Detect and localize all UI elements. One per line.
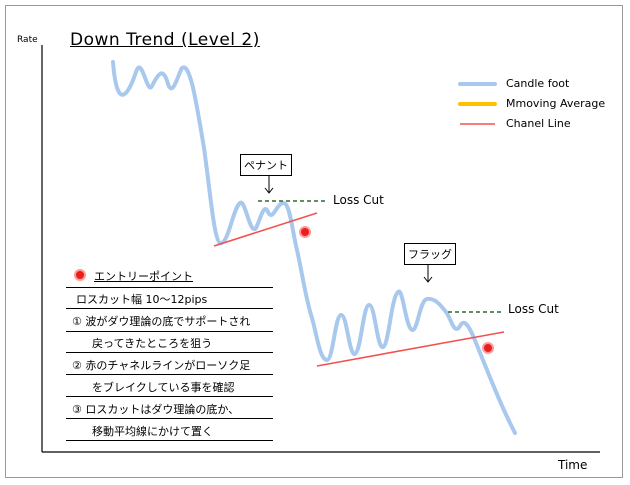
note-divider	[66, 418, 273, 419]
note-line-4: ② 赤のチャネルラインがローソク足	[72, 359, 251, 372]
note-line-2: ① 波がダウ理論の底でサポートされ	[72, 315, 251, 328]
flag-arrow	[423, 263, 433, 283]
note-line-7: 移動平均線にかけて置く	[92, 425, 213, 438]
channel-line-pennant	[213, 212, 318, 247]
channel-line-flag	[316, 331, 505, 367]
y-axis-label: Rate	[17, 35, 38, 45]
pennant-arrow	[264, 175, 274, 194]
loss-cut-label-2: Loss Cut	[508, 302, 559, 316]
note-divider	[66, 440, 273, 441]
legend-ma-label: Mmoving Average	[506, 97, 606, 110]
page-title: Down Trend (Level 2)	[70, 30, 260, 50]
entry-point-1	[299, 226, 311, 238]
loss-cut-label-1: Loss Cut	[333, 193, 384, 207]
pennant-label: ペナント	[240, 154, 292, 176]
note-divider	[66, 308, 273, 309]
note-divider	[66, 352, 273, 353]
entry-legend-dot	[74, 269, 86, 281]
note-divider	[66, 287, 273, 288]
note-line-3: 戻ってきたところを狙う	[92, 337, 213, 350]
note-divider	[66, 331, 273, 332]
flag-label: フラッグ	[404, 243, 456, 265]
note-divider	[66, 374, 273, 375]
candle-foot-line	[111, 60, 517, 435]
diagram-frame	[5, 5, 623, 478]
entry-point-title: エントリーポイント	[94, 270, 193, 283]
legend-channel-label: Chanel Line	[506, 117, 571, 130]
entry-point-2	[482, 342, 494, 354]
legend-candle-label: Candle foot	[506, 77, 570, 90]
note-line-1: ロスカット幅 10～12pips	[76, 293, 208, 306]
note-line-5: をブレイクしている事を確認	[92, 381, 235, 394]
note-divider	[66, 396, 273, 397]
note-line-6: ③ ロスカットはダウ理論の底か、	[72, 403, 240, 416]
x-axis-label: Time	[558, 458, 588, 472]
